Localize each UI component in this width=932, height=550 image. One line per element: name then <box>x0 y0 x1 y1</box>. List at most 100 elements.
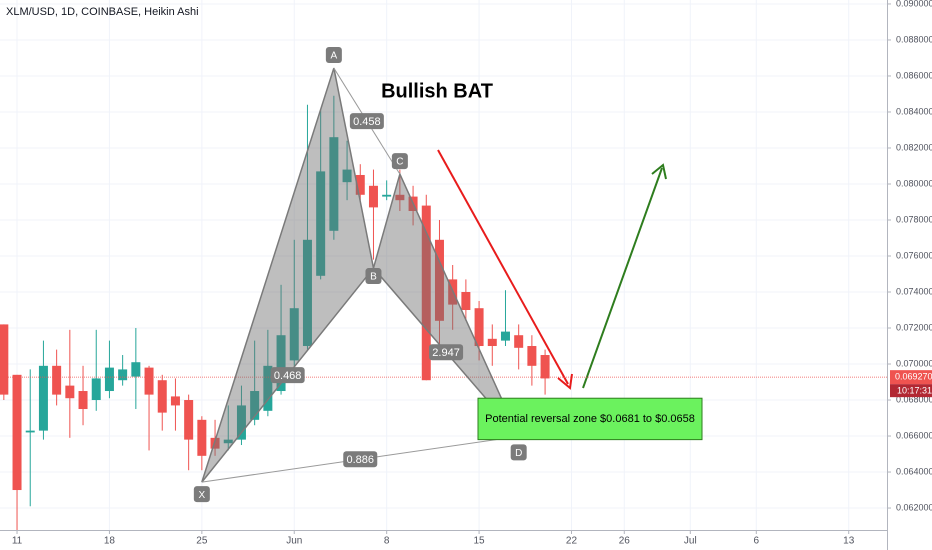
y-tick-label: 0.090000 <box>896 0 932 8</box>
x-tick-label: Jun <box>286 536 302 547</box>
x-tick-label: Jul <box>684 536 697 547</box>
candle-body <box>395 194 405 201</box>
y-tick-label: 0.070000 <box>896 358 932 368</box>
y-tick-label: 0.078000 <box>896 214 932 224</box>
candle-body <box>276 335 286 392</box>
ratio-label: 0.458 <box>353 116 381 128</box>
ratio-badge <box>270 367 305 384</box>
point-badge <box>365 268 382 285</box>
candle-body <box>342 169 352 183</box>
down-arrow <box>437 149 569 385</box>
point-label: X <box>199 490 206 501</box>
point-label: D <box>515 448 522 459</box>
candle-body <box>12 374 22 491</box>
x-tick-label: 6 <box>754 536 760 547</box>
candle-body <box>289 308 299 361</box>
candle-body <box>514 335 524 348</box>
candle-body <box>250 391 260 420</box>
point-label: C <box>396 157 403 168</box>
pattern-title: Bullish BAT <box>381 80 493 102</box>
candle-body <box>223 439 233 444</box>
candle-body <box>329 137 339 231</box>
chart-title: XLM/USD, 1D, COINBASE, Heikin Ashi <box>6 6 199 18</box>
ratio-badge <box>429 344 464 361</box>
y-tick-label: 0.064000 <box>896 466 932 476</box>
x-tick-label: 18 <box>104 536 116 547</box>
candle-body <box>263 365 273 411</box>
point-badge <box>391 153 408 170</box>
candle-body <box>157 380 167 413</box>
candle-body <box>236 405 246 440</box>
x-tick-label: 26 <box>619 536 631 547</box>
down-arrow-head <box>557 373 573 390</box>
x-tick-label: 22 <box>566 536 578 547</box>
candle-body <box>316 171 326 276</box>
reversal-zone <box>477 397 703 441</box>
candle-body <box>197 419 207 456</box>
y-tick-label: 0.088000 <box>896 34 932 44</box>
candle-body <box>65 385 75 399</box>
candle-body <box>302 239 312 347</box>
x-tick-label: 11 <box>12 536 23 547</box>
ratio-label: 0.886 <box>346 454 374 466</box>
point-badge <box>193 486 210 503</box>
candle-body <box>382 194 392 197</box>
candle-body <box>78 391 88 410</box>
point-badge <box>510 444 527 461</box>
candle-body <box>184 400 194 440</box>
countdown-badge <box>890 384 932 398</box>
x-tick-label: 13 <box>843 536 855 547</box>
point-badge <box>325 47 342 64</box>
last-price-badge <box>890 370 932 385</box>
candle-body <box>368 185 378 208</box>
ratio-badge <box>349 113 384 130</box>
y-tick-label: 0.074000 <box>896 286 932 296</box>
candle-body <box>527 346 537 366</box>
ratio-label: 2.947 <box>432 347 460 359</box>
ratio-label: 0.468 <box>274 370 302 382</box>
x-tick-label: 25 <box>196 536 208 547</box>
candle-body <box>500 331 510 341</box>
candle-body <box>52 365 62 395</box>
point-label: A <box>331 51 338 62</box>
y-tick-label: 0.062000 <box>896 502 932 512</box>
reversal-zone-label: Potential reversal zone $0.0681 to $0.06… <box>485 413 695 425</box>
point-label: B <box>370 272 377 283</box>
candle-body <box>540 355 550 379</box>
candle-body <box>118 369 128 381</box>
ratio-badge <box>343 451 378 468</box>
candle-body <box>25 430 35 433</box>
candle-body <box>170 396 180 406</box>
y-tick-label: 0.066000 <box>896 430 932 440</box>
candle-body <box>131 362 141 377</box>
y-tick-label: 0.072000 <box>896 322 932 332</box>
candle-body <box>38 365 48 431</box>
candle-body <box>355 174 365 195</box>
up-arrow-head <box>651 163 667 180</box>
candle-body <box>461 292 471 311</box>
y-tick-label: 0.082000 <box>896 142 932 152</box>
x-tick-label: 15 <box>474 536 486 547</box>
y-tick-label: 0.068000 <box>896 394 932 404</box>
x-tick-label: 8 <box>384 536 390 547</box>
candle-body <box>421 205 431 381</box>
up-arrow <box>582 167 663 389</box>
candle-body <box>104 367 114 392</box>
candle-body <box>210 437 220 449</box>
countdown-label: 10:17:31 <box>897 386 932 396</box>
grid <box>0 0 887 530</box>
candle-body <box>474 308 484 347</box>
candle-body <box>434 239 444 321</box>
candle-body <box>487 338 497 347</box>
y-tick-label: 0.080000 <box>896 178 932 188</box>
candle-body <box>0 324 9 395</box>
candle-body <box>91 378 101 401</box>
y-tick-label: 0.086000 <box>896 70 932 80</box>
y-tick-label: 0.076000 <box>896 250 932 260</box>
last-price-label: 0.069270 <box>895 372 932 382</box>
y-tick-label: 0.084000 <box>896 106 932 116</box>
plot <box>0 95 550 532</box>
candle-body <box>144 367 154 395</box>
